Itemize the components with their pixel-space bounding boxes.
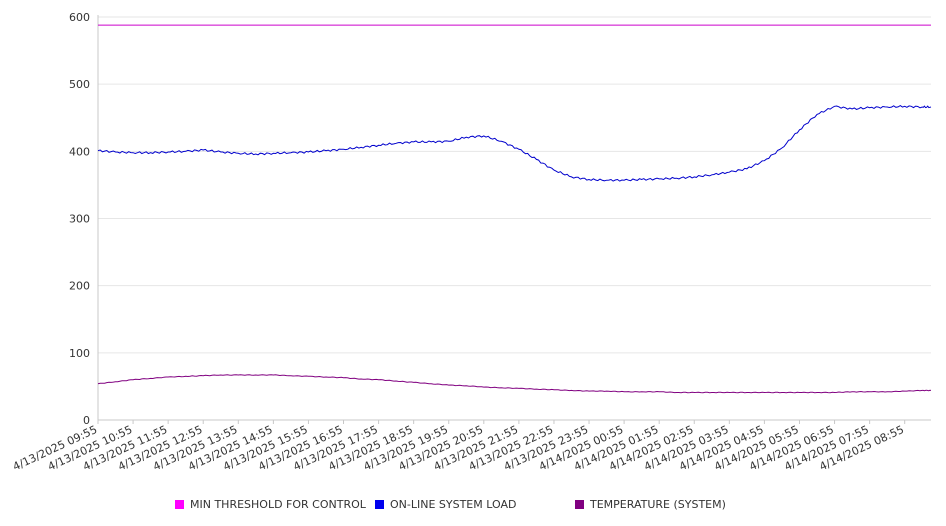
legend-swatch-system-load xyxy=(375,500,384,509)
legend-item-temperature[interactable]: TEMPERATURE (SYSTEM) xyxy=(575,498,726,511)
legend-label-system-load: ON-LINE SYSTEM LOAD xyxy=(390,498,517,511)
legend-item-min-threshold[interactable]: MIN THRESHOLD FOR CONTROL xyxy=(175,498,366,511)
legend-swatch-min-threshold xyxy=(175,500,184,509)
series-line-temperature-system xyxy=(97,374,932,394)
legend-label-temperature: TEMPERATURE (SYSTEM) xyxy=(590,498,726,511)
axes xyxy=(97,15,931,424)
y-tick-label-0: 0 xyxy=(83,414,90,427)
y-tick-label-100: 100 xyxy=(69,347,90,360)
legend: MIN THRESHOLD FOR CONTROL ON-LINE SYSTEM… xyxy=(0,498,946,516)
legend-item-system-load[interactable]: ON-LINE SYSTEM LOAD xyxy=(375,498,516,511)
y-tick-label-400: 400 xyxy=(69,145,90,158)
y-tick-label-300: 300 xyxy=(69,213,90,226)
grid-lines xyxy=(98,16,931,354)
series-line-on-line-system-load xyxy=(97,105,932,182)
y-tick-label-200: 200 xyxy=(69,280,90,293)
legend-label-min-threshold: MIN THRESHOLD FOR CONTROL xyxy=(190,498,366,511)
x-tick-labels: 4/13/2025 09:554/13/2025 10:554/13/2025 … xyxy=(11,423,906,473)
y-tick-labels: 0 100 200 300 400 500 600 xyxy=(69,11,90,427)
series-lines xyxy=(97,24,932,394)
y-tick-label-600: 600 xyxy=(69,11,90,24)
legend-swatch-temperature xyxy=(575,500,584,509)
y-tick-label-500: 500 xyxy=(69,78,90,91)
